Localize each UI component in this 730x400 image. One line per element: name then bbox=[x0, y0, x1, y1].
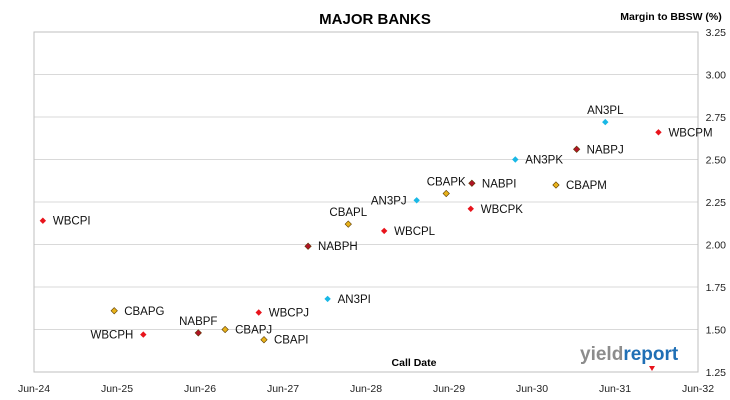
point-marker bbox=[468, 179, 476, 187]
data-points: WBCPI CBAPG WBCPH NABPF CBAPJ WBCPJ CBAPI NABPH… bbox=[39, 105, 713, 347]
point-marker bbox=[442, 189, 450, 198]
gridlines bbox=[34, 74, 698, 330]
data-point: AN3PK bbox=[512, 155, 563, 167]
y-tick-label: 2.75 bbox=[706, 112, 727, 124]
point-label: CBAPJ bbox=[235, 325, 272, 337]
point-label: AN3PI bbox=[338, 294, 371, 306]
point-label: NABPI bbox=[482, 178, 517, 190]
data-point: CBAPM bbox=[552, 180, 607, 192]
point-marker bbox=[344, 220, 352, 228]
data-point: WBCPM bbox=[655, 127, 713, 139]
y-tick-label: 1.25 bbox=[706, 367, 727, 379]
logo-text-report: report bbox=[623, 344, 679, 365]
point-label: WBCPI bbox=[53, 216, 91, 228]
yieldreport-logo: yieldreport bbox=[580, 344, 679, 371]
y-tick-label: 2.50 bbox=[706, 155, 727, 167]
point-label: WBCPL bbox=[394, 226, 436, 238]
point-label: WBCPK bbox=[481, 204, 524, 216]
point-label: AN3PJ bbox=[371, 195, 407, 207]
point-marker bbox=[255, 309, 262, 316]
point-marker bbox=[512, 156, 519, 163]
x-tick-label: Jun-32 bbox=[682, 383, 714, 395]
point-label: NABPH bbox=[318, 241, 358, 253]
y-axis-ticks: 1.25 1.50 1.75 2.00 2.25 2.50 2.75 3.00 3.25 bbox=[706, 27, 727, 379]
logo-text-yield: yield bbox=[580, 344, 623, 365]
point-label: WBCPJ bbox=[269, 308, 309, 320]
point-label: WBCPH bbox=[90, 330, 133, 342]
chart-title: MAJOR BANKS bbox=[319, 11, 431, 28]
plot-area bbox=[33, 31, 699, 373]
point-label: NABPJ bbox=[587, 144, 624, 156]
point-marker bbox=[39, 217, 47, 224]
logo-marker-icon bbox=[649, 366, 655, 371]
y-tick-label: 1.75 bbox=[706, 282, 727, 294]
x-tick-label: Jun-30 bbox=[516, 383, 548, 395]
y-tick-label: 2.25 bbox=[706, 197, 727, 209]
data-point: CBAPK bbox=[427, 177, 466, 198]
data-point: AN3PL bbox=[587, 105, 624, 126]
y-tick-label: 1.50 bbox=[706, 325, 727, 337]
x-tick-label: Jun-28 bbox=[350, 383, 382, 395]
point-marker bbox=[602, 118, 609, 126]
data-point: NABPH bbox=[304, 241, 358, 253]
point-label: CBAPM bbox=[566, 180, 607, 192]
point-label: CBAPK bbox=[427, 177, 466, 189]
x-tick-label: Jun-25 bbox=[101, 383, 133, 395]
data-point: CBAPL bbox=[329, 207, 368, 228]
point-marker bbox=[655, 129, 662, 136]
point-label: WBCPM bbox=[668, 127, 712, 139]
x-axis-label: Call Date bbox=[392, 357, 437, 369]
x-tick-label: Jun-27 bbox=[267, 383, 299, 395]
data-point: WBCPJ bbox=[255, 308, 309, 320]
x-tick-label: Jun-29 bbox=[433, 383, 465, 395]
x-tick-label: Jun-26 bbox=[184, 383, 216, 395]
point-marker bbox=[194, 329, 202, 337]
data-point: WBCPI bbox=[39, 216, 91, 228]
point-marker bbox=[110, 307, 118, 315]
point-marker bbox=[221, 325, 229, 334]
point-label: CBAPL bbox=[329, 207, 367, 219]
data-point: NABPJ bbox=[573, 144, 624, 156]
point-label: CBAPG bbox=[124, 306, 164, 318]
data-point: CBAPJ bbox=[221, 325, 272, 337]
point-label: AN3PL bbox=[587, 105, 624, 117]
data-point: CBAPI bbox=[260, 335, 309, 347]
data-point: AN3PI bbox=[324, 294, 371, 306]
x-tick-label: Jun-24 bbox=[18, 383, 50, 395]
point-marker bbox=[260, 336, 268, 344]
point-marker bbox=[552, 181, 560, 189]
point-marker bbox=[413, 197, 420, 204]
data-point: WBCPL bbox=[380, 226, 436, 238]
data-point: WBCPK bbox=[467, 204, 524, 216]
point-marker bbox=[140, 331, 147, 338]
point-label: CBAPI bbox=[274, 335, 309, 347]
svg-text:yieldreport: yieldreport bbox=[580, 344, 679, 365]
data-point: WBCPH bbox=[90, 330, 147, 342]
y-tick-label: 3.25 bbox=[706, 27, 727, 39]
point-marker bbox=[380, 227, 388, 235]
x-tick-label: Jun-31 bbox=[599, 383, 631, 395]
data-point: CBAPG bbox=[110, 306, 165, 318]
data-point: NABPF bbox=[179, 316, 217, 337]
point-marker bbox=[324, 295, 331, 303]
y-tick-label: 2.00 bbox=[706, 240, 727, 252]
point-marker bbox=[304, 242, 312, 250]
y-tick-label: 3.00 bbox=[706, 70, 727, 82]
point-marker bbox=[573, 145, 581, 153]
x-axis-ticks: Jun-24 Jun-25 Jun-26 Jun-27 Jun-28 Jun-29 Jun-… bbox=[18, 383, 714, 395]
data-point: NABPI bbox=[468, 178, 517, 190]
point-label: AN3PK bbox=[525, 155, 563, 167]
point-marker bbox=[467, 205, 474, 212]
data-point: AN3PJ bbox=[371, 195, 420, 207]
y-axis-label: Margin to BBSW (%) bbox=[620, 11, 722, 23]
point-label: NABPF bbox=[179, 316, 217, 328]
